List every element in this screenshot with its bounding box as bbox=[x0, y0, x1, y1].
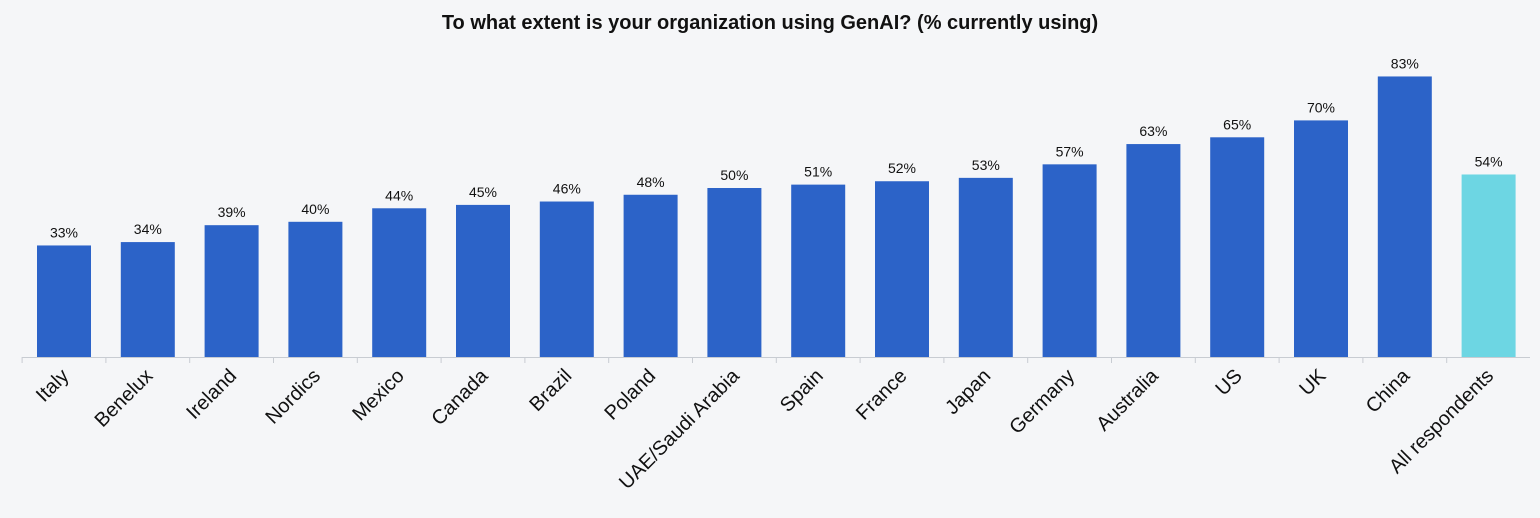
category-label: Ireland bbox=[182, 365, 241, 424]
bar-benelux bbox=[120, 242, 175, 357]
bar-uae-saudi-arabia bbox=[707, 188, 762, 357]
data-label: 52% bbox=[888, 160, 916, 176]
category-label: UK bbox=[1295, 365, 1331, 401]
bar-canada bbox=[456, 204, 510, 357]
category-label: Mexico bbox=[348, 365, 408, 425]
data-label: 50% bbox=[720, 167, 748, 183]
data-label: 70% bbox=[1307, 99, 1335, 115]
data-label: 65% bbox=[1223, 116, 1251, 132]
bar-poland bbox=[623, 194, 678, 357]
category-label: Benelux bbox=[91, 365, 158, 432]
bar-australia bbox=[1126, 144, 1181, 357]
category-label: France bbox=[852, 365, 912, 425]
category-label: US bbox=[1212, 365, 1247, 400]
data-label: 44% bbox=[385, 187, 413, 203]
category-label: Nordics bbox=[261, 365, 324, 428]
category-label: Germany bbox=[1005, 365, 1079, 439]
category-label: China bbox=[1362, 364, 1415, 417]
data-label: 48% bbox=[637, 174, 665, 190]
category-label: Italy bbox=[32, 365, 73, 406]
data-label: 54% bbox=[1475, 153, 1503, 169]
data-label: 45% bbox=[469, 184, 497, 200]
data-label: 34% bbox=[134, 221, 162, 237]
bar-all-respondents bbox=[1461, 174, 1516, 357]
category-label: Poland bbox=[601, 365, 661, 425]
bar-uk bbox=[1294, 120, 1348, 358]
category-label: Brazil bbox=[525, 365, 576, 416]
chart-title: To what extent is your organization usin… bbox=[441, 12, 1099, 34]
bar-italy bbox=[37, 245, 91, 357]
bar-spain bbox=[791, 184, 846, 357]
data-label: 51% bbox=[804, 164, 832, 180]
data-label: 57% bbox=[1056, 143, 1084, 159]
bar-mexico bbox=[372, 208, 427, 357]
bar-japan bbox=[958, 177, 1013, 357]
data-label: 46% bbox=[553, 181, 581, 197]
category-label: Japan bbox=[941, 365, 995, 419]
bar-france bbox=[875, 181, 929, 357]
bar-china bbox=[1377, 76, 1432, 358]
data-label: 33% bbox=[50, 224, 78, 240]
data-label: 53% bbox=[972, 157, 1000, 173]
data-label: 39% bbox=[218, 204, 246, 220]
data-label: 83% bbox=[1391, 55, 1419, 71]
bar-nordics bbox=[288, 221, 343, 357]
category-label: Australia bbox=[1092, 364, 1163, 435]
category-label: Canada bbox=[427, 364, 493, 430]
bar-us bbox=[1210, 137, 1265, 357]
data-label: 40% bbox=[301, 201, 329, 217]
data-label: 63% bbox=[1139, 123, 1167, 139]
bar-germany bbox=[1042, 164, 1097, 357]
bar-brazil bbox=[539, 201, 594, 357]
category-label: Spain bbox=[776, 365, 828, 417]
bar-ireland bbox=[204, 225, 259, 357]
